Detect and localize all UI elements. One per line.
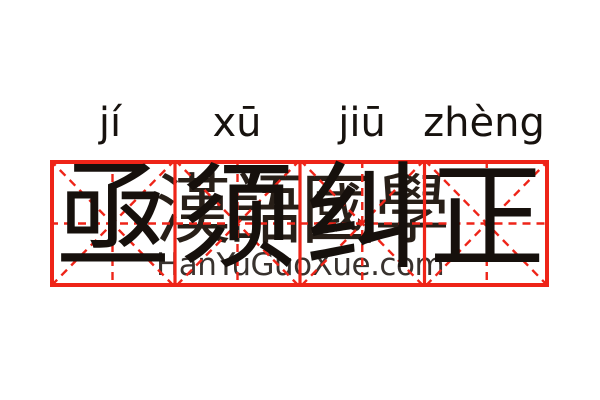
pinyin-syllable-3: jiū <box>338 100 386 146</box>
tianzige-grid: 亟 须 纠 正 <box>50 160 549 287</box>
idiom-character-4: 正 <box>429 150 545 286</box>
pinyin-syllable-4: zhèng <box>423 100 545 146</box>
tianzige-grid-lines <box>50 160 549 287</box>
tianzige-guide-lines <box>50 160 549 287</box>
pinyin-syllable-2: xū <box>212 100 262 146</box>
pinyin-syllable-1: jí <box>98 100 122 146</box>
idiom-character-2: 须 <box>180 150 296 286</box>
idiom-character-1: 亟 <box>55 150 171 286</box>
tianzige-cell-dividers <box>173 160 427 287</box>
idiom-character-3: 纠 <box>305 150 421 286</box>
tianzige-outer-frame <box>50 160 549 287</box>
pinyin-row: jí xū jiū zhèng <box>0 0 600 160</box>
